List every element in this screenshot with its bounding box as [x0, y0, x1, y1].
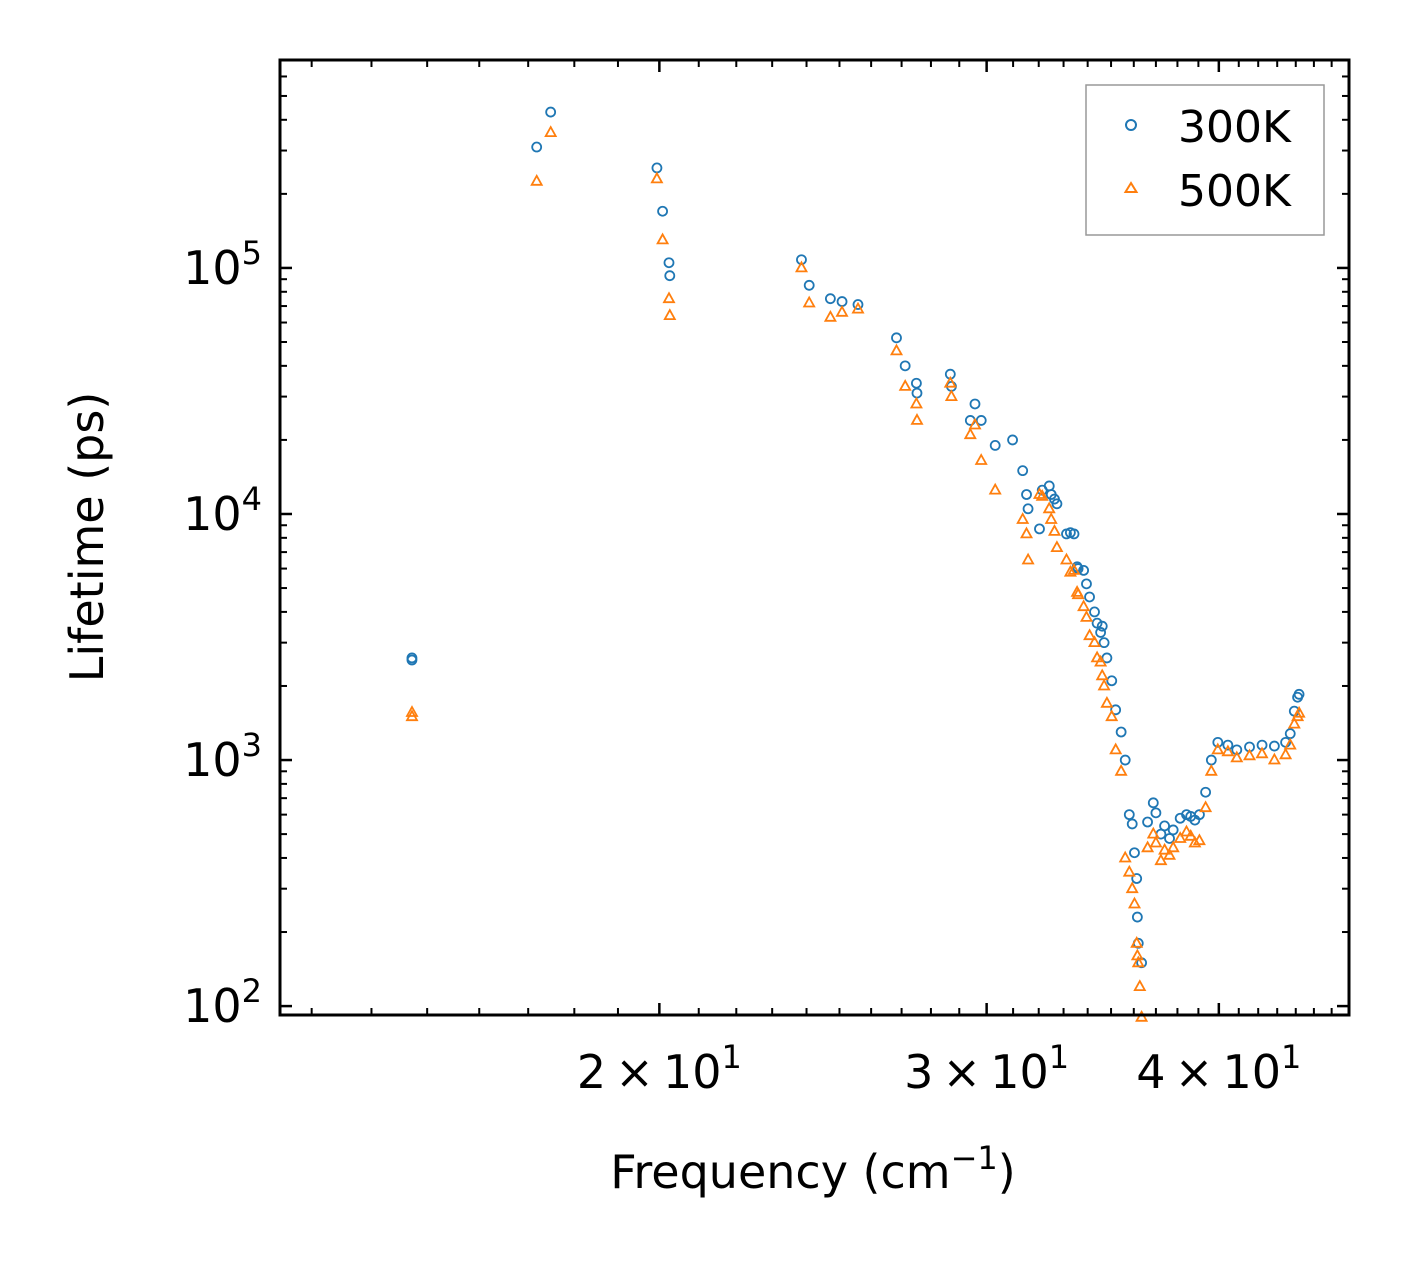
- y-tick-label-base: 10: [183, 979, 242, 1033]
- x-tick-label-exponent: 1: [1049, 1038, 1069, 1076]
- y-axis-label: Lifetime (ps): [60, 392, 114, 683]
- legend: 300K 500K: [1086, 85, 1324, 235]
- x-tick-label-exponent: 1: [722, 1038, 742, 1076]
- y-tick-label-exponent: 3: [242, 726, 262, 764]
- x-tick-label-mantissa: 2 × 10: [577, 1045, 722, 1099]
- y-tick-label-exponent: 5: [242, 234, 262, 272]
- y-tick-label-base: 10: [183, 241, 242, 295]
- x-tick-label: 4 × 101: [1136, 1038, 1301, 1099]
- x-tick-label-mantissa: 3 × 10: [904, 1045, 1049, 1099]
- y-tick-label-exponent: 2: [242, 972, 262, 1010]
- legend-label-300k: 300K: [1178, 102, 1292, 153]
- lifetime-chart: 1021031041052 × 1013 × 1014 × 101 Freque…: [0, 0, 1409, 1264]
- x-tick-label: 3 × 101: [904, 1038, 1069, 1099]
- y-tick-label-base: 10: [183, 733, 242, 787]
- x-tick-label: 2 × 101: [577, 1038, 742, 1099]
- y-tick-label-base: 10: [183, 487, 242, 541]
- legend-label-500k: 500K: [1178, 166, 1292, 217]
- y-tick-label-exponent: 4: [242, 480, 262, 518]
- x-tick-label-mantissa: 4 × 10: [1136, 1045, 1281, 1099]
- x-tick-label-exponent: 1: [1281, 1038, 1301, 1076]
